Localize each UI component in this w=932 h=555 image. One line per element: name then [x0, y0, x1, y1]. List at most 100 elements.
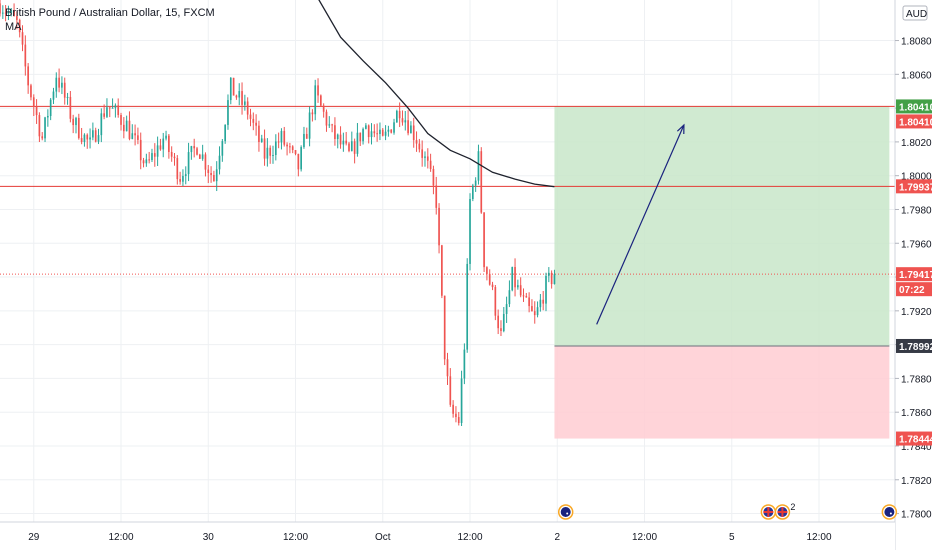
candle[interactable] [100, 108, 103, 143]
candle[interactable] [153, 143, 156, 167]
candle[interactable] [16, 11, 18, 30]
candle[interactable] [381, 127, 384, 137]
candle[interactable] [486, 266, 488, 281]
stop-loss-zone[interactable] [554, 345, 890, 439]
candle[interactable] [114, 103, 117, 118]
candle[interactable] [77, 113, 80, 140]
candle[interactable] [452, 400, 454, 418]
stop-price-tag[interactable]: 1.78444 [896, 431, 932, 446]
candle[interactable] [471, 183, 474, 202]
candle[interactable] [235, 94, 238, 100]
candle[interactable] [317, 78, 319, 103]
candle[interactable] [359, 132, 362, 147]
candle[interactable] [336, 133, 339, 149]
candle[interactable] [412, 117, 415, 148]
candle[interactable] [111, 98, 114, 109]
candle[interactable] [156, 136, 159, 167]
candle[interactable] [277, 132, 280, 149]
candle[interactable] [145, 153, 148, 167]
candle[interactable] [390, 129, 393, 134]
candle[interactable] [213, 170, 215, 182]
current-price-tag[interactable]: 1.79417 [896, 267, 932, 282]
candle[interactable] [32, 94, 35, 117]
candle[interactable] [173, 152, 176, 166]
candle[interactable] [184, 166, 187, 185]
candle[interactable] [117, 98, 120, 118]
target-price-tag[interactable]: 1.80410 [896, 99, 932, 114]
candle[interactable] [435, 176, 438, 215]
candle[interactable] [30, 83, 32, 101]
candle[interactable] [460, 370, 463, 427]
candle[interactable] [547, 267, 550, 283]
indicator-label[interactable]: MA [5, 21, 22, 33]
candle[interactable] [545, 272, 547, 312]
candle[interactable] [522, 288, 525, 302]
trend-arrow[interactable] [596, 123, 685, 325]
candle[interactable] [142, 157, 145, 168]
candle[interactable] [421, 140, 424, 167]
candle[interactable] [280, 128, 283, 150]
candle[interactable] [224, 124, 227, 144]
candle[interactable] [508, 280, 511, 308]
candle[interactable] [21, 25, 24, 52]
candle[interactable] [227, 94, 229, 130]
candle[interactable] [443, 295, 446, 366]
candle[interactable] [75, 116, 77, 134]
candle[interactable] [325, 109, 328, 132]
candle[interactable] [449, 368, 452, 407]
candle[interactable] [345, 131, 348, 146]
candle[interactable] [348, 141, 350, 153]
candle[interactable] [38, 112, 41, 143]
candle[interactable] [97, 128, 100, 145]
candle[interactable] [300, 145, 302, 172]
candle[interactable] [550, 270, 553, 289]
candle[interactable] [4, 5, 7, 22]
candle[interactable] [151, 148, 153, 163]
candle[interactable] [410, 121, 412, 134]
candle[interactable] [525, 292, 528, 298]
candle[interactable] [303, 126, 305, 149]
candle[interactable] [466, 258, 469, 353]
candle[interactable] [49, 98, 52, 121]
candle[interactable] [497, 309, 500, 335]
event-markers[interactable]: 2 [557, 502, 898, 520]
candle[interactable] [407, 110, 409, 136]
candle[interactable] [232, 77, 235, 96]
candle[interactable] [395, 109, 398, 123]
candle[interactable] [514, 258, 516, 297]
candle[interactable] [365, 123, 367, 130]
candle[interactable] [429, 153, 432, 172]
candle[interactable] [356, 123, 359, 157]
candle[interactable] [1, 5, 4, 19]
candle[interactable] [66, 92, 69, 105]
candle[interactable] [533, 301, 536, 324]
candle[interactable] [92, 122, 94, 141]
australia-flag-event-icon[interactable] [881, 504, 898, 520]
candle[interactable] [260, 134, 263, 143]
candle[interactable] [469, 193, 471, 271]
candle[interactable] [13, 3, 15, 17]
candle[interactable] [328, 116, 331, 128]
candle[interactable] [334, 117, 336, 146]
symbol-title[interactable]: British Pound / Australian Dollar, 15, F… [5, 7, 215, 19]
candle[interactable] [305, 127, 308, 139]
candle[interactable] [162, 132, 165, 158]
candle[interactable] [182, 169, 184, 187]
candle[interactable] [362, 127, 364, 145]
candle[interactable] [128, 111, 131, 141]
candle[interactable] [418, 138, 421, 153]
candle[interactable] [44, 116, 46, 143]
candle[interactable] [24, 35, 27, 76]
candle[interactable] [376, 123, 378, 142]
candle[interactable] [108, 107, 111, 118]
candle[interactable] [502, 307, 505, 333]
candle[interactable] [179, 171, 181, 185]
candle[interactable] [55, 72, 58, 98]
candle[interactable] [474, 177, 477, 192]
candle[interactable] [103, 104, 105, 120]
candle[interactable] [63, 77, 66, 105]
candle[interactable] [249, 108, 252, 127]
candle[interactable] [69, 91, 72, 123]
candle[interactable] [210, 166, 212, 183]
candle[interactable] [455, 406, 457, 423]
